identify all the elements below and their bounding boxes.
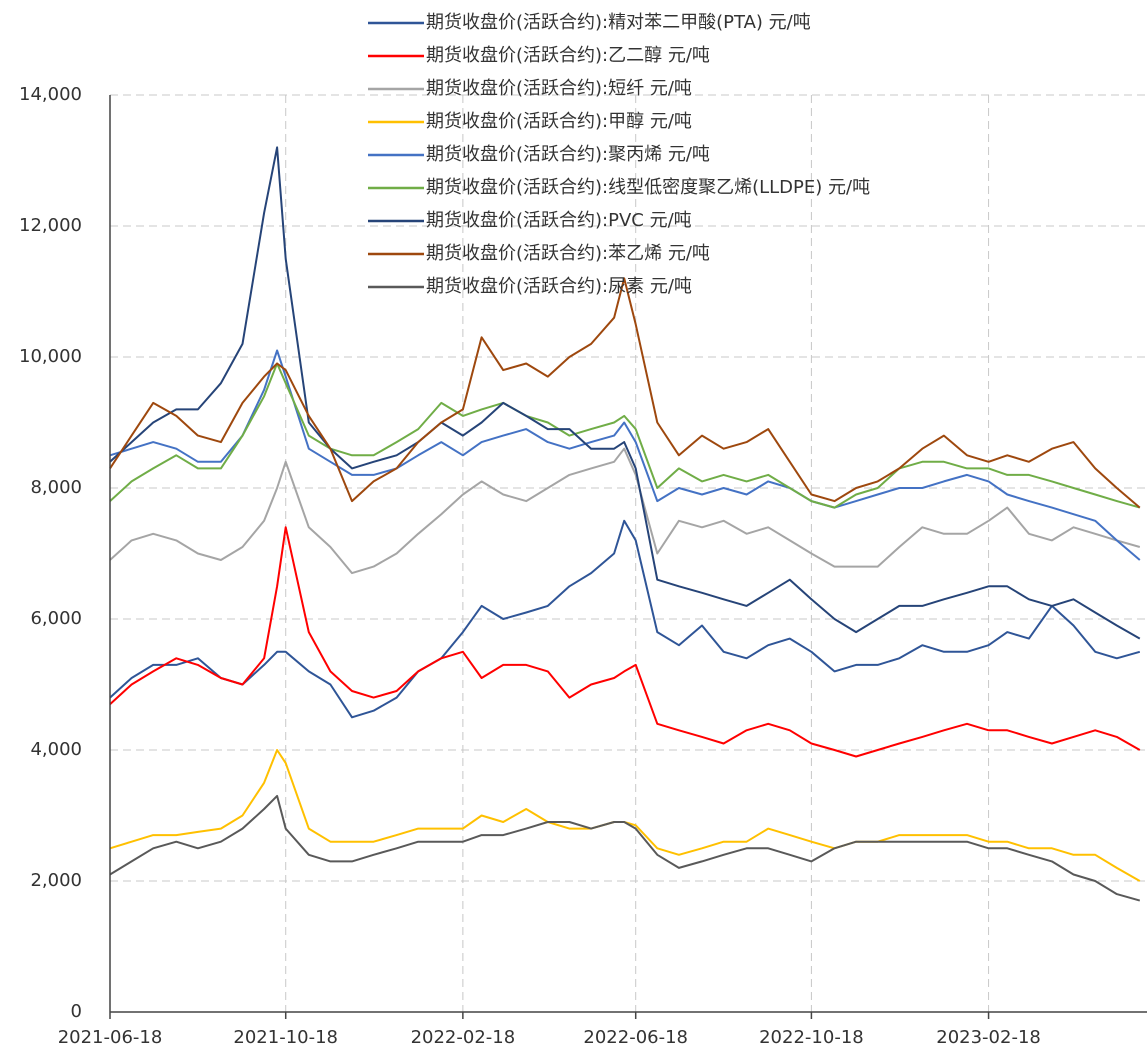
- legend-label: 期货收盘价(活跃合约):苯乙烯 元/吨: [426, 243, 710, 264]
- series-line: [109, 526, 1141, 758]
- legend-label: 期货收盘价(活跃合约):甲醇 元/吨: [426, 111, 692, 132]
- y-tick-label: 0: [71, 1001, 82, 1022]
- series-line: [109, 447, 1141, 575]
- x-tick-label: 2021-06-18: [58, 1027, 163, 1048]
- legend-label: 期货收盘价(活跃合约):精对苯二甲酸(PTA) 元/吨: [426, 12, 811, 33]
- series-line: [109, 362, 1141, 509]
- series-line: [109, 794, 1141, 902]
- legend-label: 期货收盘价(活跃合约):聚丙烯 元/吨: [426, 144, 710, 165]
- y-tick-label: 8,000: [30, 477, 82, 498]
- y-tick-label: 2,000: [30, 870, 82, 891]
- grid: [110, 94, 1147, 1012]
- lines: [109, 146, 1141, 902]
- x-tick-label: 2022-10-18: [759, 1027, 864, 1048]
- legend-label: 期货收盘价(活跃合约):尿素 元/吨: [426, 276, 692, 297]
- legend-label: 期货收盘价(活跃合约):短纤 元/吨: [426, 78, 692, 99]
- x-tick-label: 2021-10-18: [233, 1027, 338, 1048]
- series-line: [109, 146, 1141, 640]
- legend-label: 期货收盘价(活跃合约):PVC 元/吨: [426, 210, 692, 231]
- series-line: [109, 277, 1141, 509]
- series-line: [109, 519, 1141, 719]
- series-line: [109, 349, 1141, 561]
- y-tick-label: 4,000: [30, 739, 82, 760]
- series-line: [109, 749, 1141, 882]
- y-tick-label: 6,000: [30, 608, 82, 629]
- x-tick-label: 2022-02-18: [411, 1027, 516, 1048]
- x-tick-label: 2022-06-18: [583, 1027, 688, 1048]
- y-tick-label: 12,000: [19, 215, 82, 236]
- legend-label: 期货收盘价(活跃合约):线型低密度聚乙烯(LLDPE) 元/吨: [426, 177, 870, 198]
- axes: 0 2,000 4,000 6,000 8,000 10,000 12,000 14,000 2…: [19, 84, 1147, 1048]
- legend-label: 期货收盘价(活跃合约):乙二醇 元/吨: [426, 45, 710, 66]
- legend: 期货收盘价(活跃合约):精对苯二甲酸(PTA) 元/吨期货收盘价(活跃合约):乙…: [368, 12, 870, 297]
- y-tick-label: 10,000: [19, 346, 82, 367]
- x-tick-label: 2023-02-18: [936, 1027, 1041, 1048]
- y-tick-label: 14,000: [19, 84, 82, 105]
